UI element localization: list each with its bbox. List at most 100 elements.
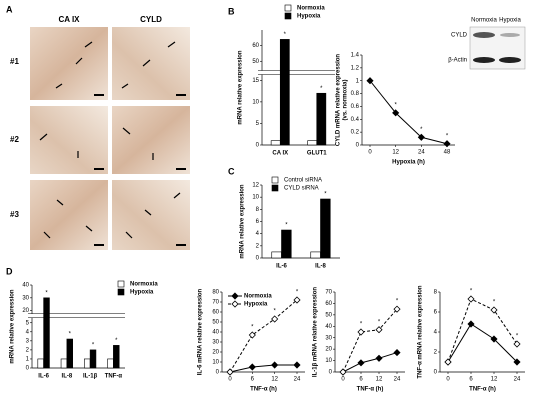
y-tick-label: 4 xyxy=(256,231,260,237)
x-tick-label: 0 xyxy=(368,150,372,156)
x-tick-label: 0 xyxy=(446,377,450,383)
point xyxy=(226,368,234,376)
y-tick-label: 2 xyxy=(26,347,30,353)
y-tick-label: 60 xyxy=(212,310,219,316)
y-tick-label: 0 xyxy=(434,370,438,376)
significance: * xyxy=(446,133,449,139)
y-tick-label: 20 xyxy=(325,347,332,353)
x-tick-label: 12 xyxy=(491,377,498,383)
y-tick-label: 2 xyxy=(434,350,438,356)
significance: * xyxy=(493,300,496,306)
legend-swatch xyxy=(117,288,125,296)
y-tick-label: 10 xyxy=(212,360,219,366)
point xyxy=(393,305,401,313)
y-tick-label: 0.2 xyxy=(351,130,360,136)
y-tick-label: 10 xyxy=(325,358,332,364)
point xyxy=(339,368,347,376)
point xyxy=(271,361,279,369)
x-axis-label: TNF-α (h) xyxy=(357,387,384,393)
bar xyxy=(271,251,282,259)
significance: * xyxy=(69,332,72,338)
point xyxy=(393,349,401,357)
x-tick-label: 0 xyxy=(341,377,345,383)
significance: * xyxy=(296,290,299,296)
point xyxy=(293,296,301,304)
scale-bars xyxy=(94,94,186,246)
micrograph xyxy=(30,106,108,174)
blot-column: Hypoxia xyxy=(499,18,521,24)
point xyxy=(248,331,256,339)
line xyxy=(229,299,298,373)
point xyxy=(375,354,383,362)
y-tick-label: 1 xyxy=(26,357,30,363)
y-tick-label: 8 xyxy=(434,290,438,296)
legend-swatch xyxy=(271,176,279,184)
point xyxy=(444,358,452,366)
legend-marker xyxy=(231,300,239,308)
bar xyxy=(279,39,290,146)
y-tick-label: 0 xyxy=(356,143,360,149)
y-tick-label: 5 xyxy=(256,121,260,127)
y-tick-label: 0 xyxy=(216,370,220,376)
x-tick-label: 0 xyxy=(228,377,232,383)
y-axis-label: IL-6 mRNA relative expression xyxy=(198,288,204,375)
y-tick-label: 0.4 xyxy=(351,117,360,123)
x-tick-label: 48 xyxy=(444,150,451,156)
micrograph xyxy=(30,180,108,250)
x-tick-label: 24 xyxy=(514,377,521,383)
line xyxy=(447,323,518,363)
significance: * xyxy=(285,223,288,229)
y-tick-label: 4 xyxy=(26,329,30,335)
y-tick-label: 60 xyxy=(325,301,332,307)
significance: * xyxy=(320,86,323,92)
legend-swatch xyxy=(271,184,279,192)
bar xyxy=(316,92,327,146)
bar xyxy=(307,140,318,146)
micrograph xyxy=(30,27,108,100)
micrograph xyxy=(112,106,190,174)
point xyxy=(490,306,498,314)
panel-label: C xyxy=(228,166,235,176)
y-tick-label: 80 xyxy=(212,290,219,296)
y-tick-label: 0 xyxy=(26,366,30,372)
y-tick-label: 1.4 xyxy=(351,53,360,59)
y-tick-label: 50 xyxy=(325,312,332,318)
y-axis-label: mRNA relative expression xyxy=(240,184,246,258)
significance: * xyxy=(324,192,327,198)
point xyxy=(513,340,521,348)
x-tick-label: 6 xyxy=(251,377,255,383)
y-tick-label: 70 xyxy=(212,300,219,306)
significance: * xyxy=(516,334,519,340)
bar xyxy=(60,358,68,369)
legend-swatch xyxy=(117,280,125,288)
significance: * xyxy=(284,32,287,38)
legend-swatch xyxy=(284,12,292,20)
x-tick-label: 24 xyxy=(394,377,401,383)
y-tick-label: 15 xyxy=(252,78,259,84)
legend-label: Hypoxia xyxy=(130,290,154,296)
line xyxy=(342,308,398,373)
point xyxy=(467,320,475,328)
point xyxy=(293,361,301,369)
line xyxy=(229,364,297,373)
y-tick-label: 50 xyxy=(212,320,219,326)
micrograph xyxy=(112,27,190,100)
y-axis-label: IL-1β mRNA relative expression xyxy=(313,287,319,377)
x-axis-label: Hypoxia (h) xyxy=(392,160,425,166)
blot xyxy=(469,26,526,70)
bar xyxy=(43,297,50,369)
y-axis-label: TNF-α mRNA relative expression xyxy=(418,285,424,378)
bar xyxy=(310,251,321,259)
x-tick-label: CA IX xyxy=(272,151,288,157)
y-tick-label: 30 xyxy=(325,335,332,341)
x-axis-label: TNF-α (h) xyxy=(469,387,496,393)
point xyxy=(467,295,475,303)
significance: * xyxy=(396,299,399,305)
y-tick-label: 1 xyxy=(356,78,360,84)
legend-label: Hypoxia xyxy=(297,14,321,20)
y-tick-label: 0 xyxy=(256,256,260,262)
legend-label: Normoxia xyxy=(244,294,272,300)
x-tick-label: IL-1β xyxy=(83,374,98,380)
x-tick-label: TNF-α xyxy=(105,374,123,380)
